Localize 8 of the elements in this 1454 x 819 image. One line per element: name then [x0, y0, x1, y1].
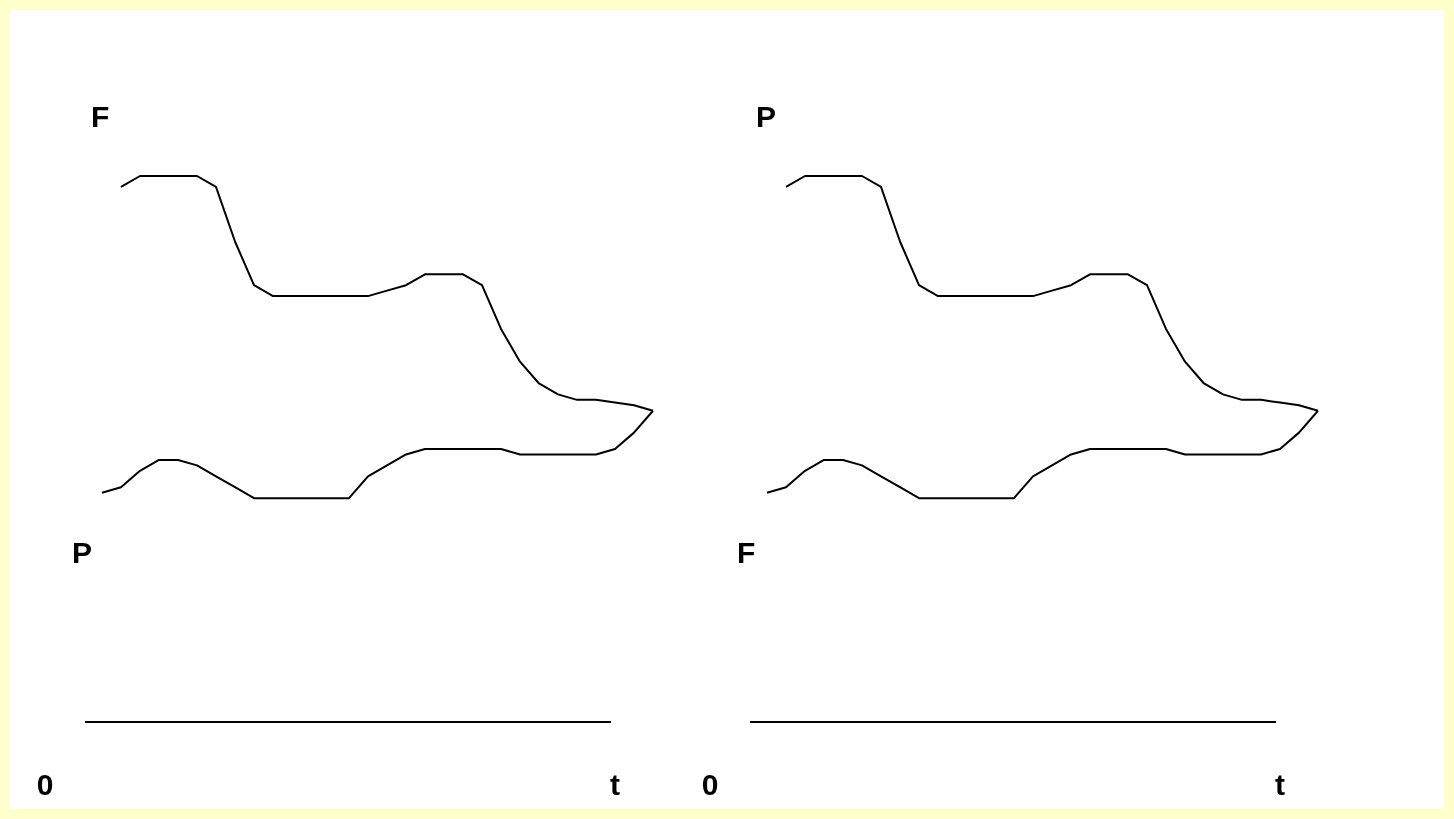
x-tick-label: t — [1275, 768, 1285, 801]
series-label: P — [72, 535, 93, 569]
x-tick-label: t — [610, 768, 620, 801]
x-tick-label: 0 — [701, 768, 719, 801]
series-label: P — [756, 99, 777, 133]
series-label: F — [737, 535, 756, 569]
series-label: F — [91, 99, 110, 133]
x-tick-label: 0 — [36, 768, 54, 801]
